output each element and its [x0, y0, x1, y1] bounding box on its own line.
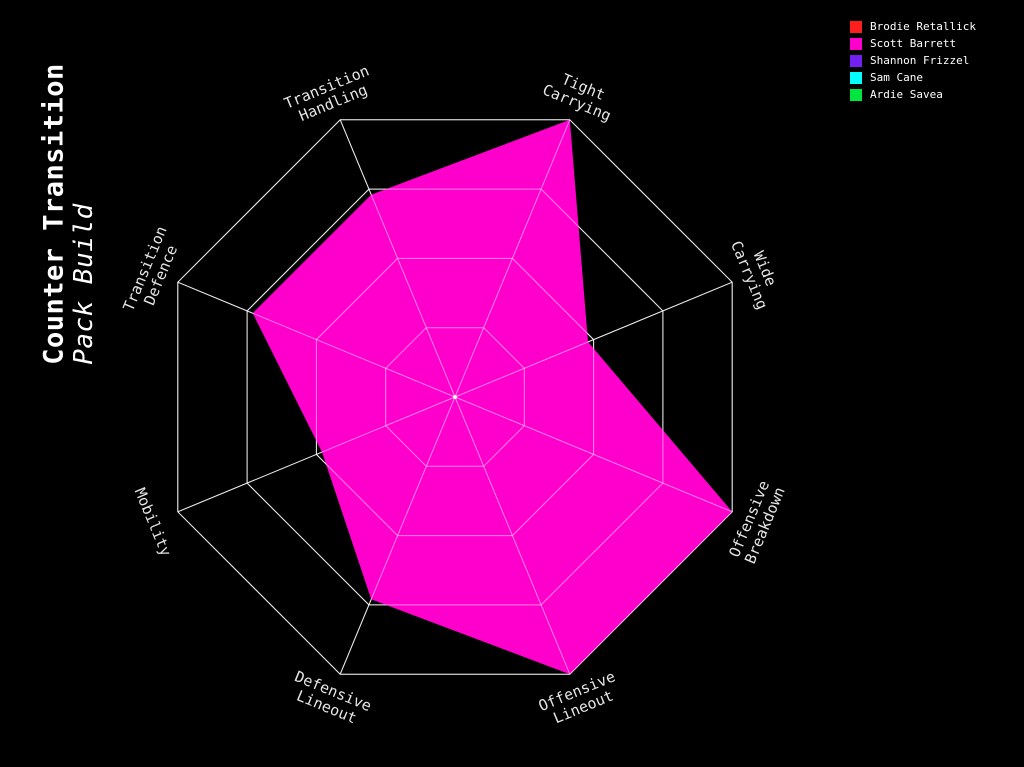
axis-spoke-overlay	[177, 281, 456, 398]
axis-label-mobility: Mobility	[131, 485, 175, 559]
legend-label: Shannon Frizzel	[870, 54, 970, 67]
axis-spoke-overlay	[454, 119, 571, 398]
axis-label-transition-defence: TransitionDefence	[119, 223, 186, 320]
axis-spoke-overlay	[339, 396, 456, 675]
legend-swatch	[850, 21, 862, 33]
legend-item-shannon-frizzel[interactable]: Shannon Frizzel	[850, 55, 976, 67]
legend-label: Ardie Savea	[870, 88, 943, 101]
legend: Brodie Retallick Scott Barrett Shannon Fri…	[850, 21, 976, 101]
legend-swatch	[850, 38, 862, 50]
axis-spoke-overlay	[454, 281, 733, 398]
legend-item-ardie-savea[interactable]: Ardie Savea	[850, 89, 976, 101]
axis-spoke-overlay	[339, 119, 456, 398]
legend-swatch	[850, 89, 862, 101]
axis-spoke-overlay	[177, 396, 456, 513]
legend-label: Brodie Retallick	[870, 20, 976, 33]
axis-spoke-overlay	[454, 396, 571, 675]
axis-spoke-overlay	[454, 396, 733, 513]
legend-item-sam-cane[interactable]: Sam Cane	[850, 72, 976, 84]
legend-label: Scott Barrett	[870, 37, 957, 50]
center-dot	[453, 395, 457, 399]
axis-label-transition-handling: TransitionHandling	[281, 61, 378, 128]
axis-label-defensive-lineout: DefensiveLineout	[286, 667, 374, 730]
series-area-scott-barrett	[252, 119, 733, 675]
legend-item-brodie-retallick[interactable]: Brodie Retallick	[850, 21, 976, 33]
radar-grid-overlay	[177, 119, 733, 675]
legend-swatch	[850, 72, 862, 84]
axis-label-tight-carrying: TightCarrying	[540, 65, 620, 125]
legend-item-scott-barrett[interactable]: Scott Barrett	[850, 38, 976, 50]
axis-label-offensive-lineout: OffensiveLineout	[536, 667, 624, 730]
axis-label-wide-carrying: WideCarrying	[727, 232, 787, 312]
legend-swatch	[850, 55, 862, 67]
legend-label: Sam Cane	[870, 71, 923, 84]
axis-label-offensive-breakdown: OffensiveBreakdown	[725, 478, 788, 566]
